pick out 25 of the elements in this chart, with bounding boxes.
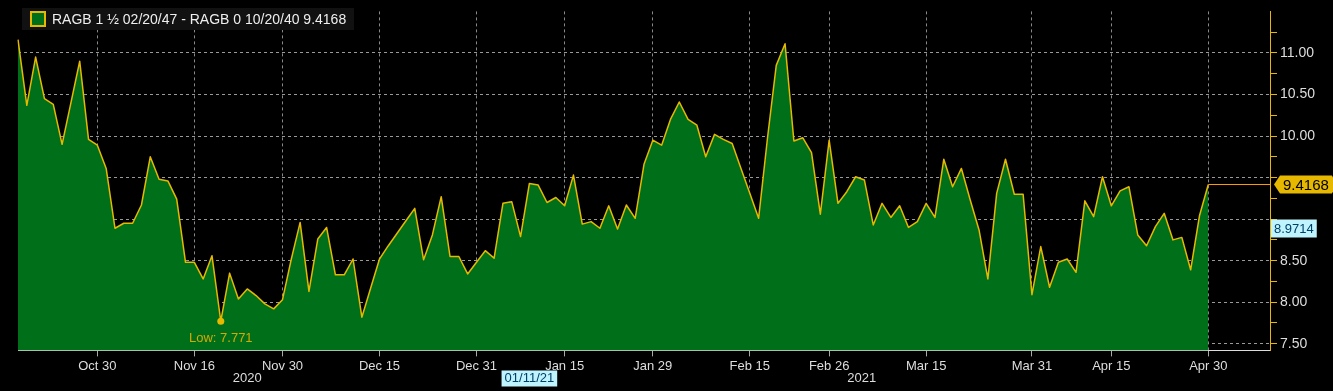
y-tick-label: 10.50	[1280, 85, 1316, 102]
text: 2020	[232, 369, 262, 385]
x-tick-label: Feb 26	[808, 357, 850, 373]
legend-label: RAGB 1 ½ 02/20/47 - RAGB 0 10/20/40 9.4168	[52, 11, 347, 27]
x-tick-label: Mar 15	[905, 357, 947, 373]
text: 2021	[847, 369, 877, 385]
x-tick-label: Apr 15	[1092, 357, 1131, 373]
x-tick-label: Apr 30	[1189, 357, 1228, 373]
x-tick-label: Nov 16	[173, 357, 215, 373]
x-tick-label: Mar 31	[1011, 357, 1053, 373]
y-tick-label: 8.50	[1280, 251, 1308, 268]
ref-line-label: 9.4168	[1283, 175, 1329, 193]
x-tick-label: Nov 30	[261, 357, 304, 373]
y-tick-label: 11.00	[1280, 43, 1315, 60]
text: 8.9714	[1274, 220, 1314, 236]
annotation: Low: 7.771	[188, 329, 253, 345]
y-tick-label: 8.00	[1280, 293, 1308, 310]
y-tick-label: 10.00	[1280, 126, 1316, 143]
x-tick-label: Dec 15	[358, 357, 401, 373]
y-tick-label: 7.50	[1280, 334, 1308, 351]
text: 01/11/21	[504, 369, 555, 385]
x-tick-label: Dec 31	[455, 357, 498, 373]
x-tick-label: Oct 30	[78, 357, 117, 373]
x-tick-label: Jan 29	[633, 357, 673, 373]
x-tick-label: Feb 15	[729, 357, 771, 373]
